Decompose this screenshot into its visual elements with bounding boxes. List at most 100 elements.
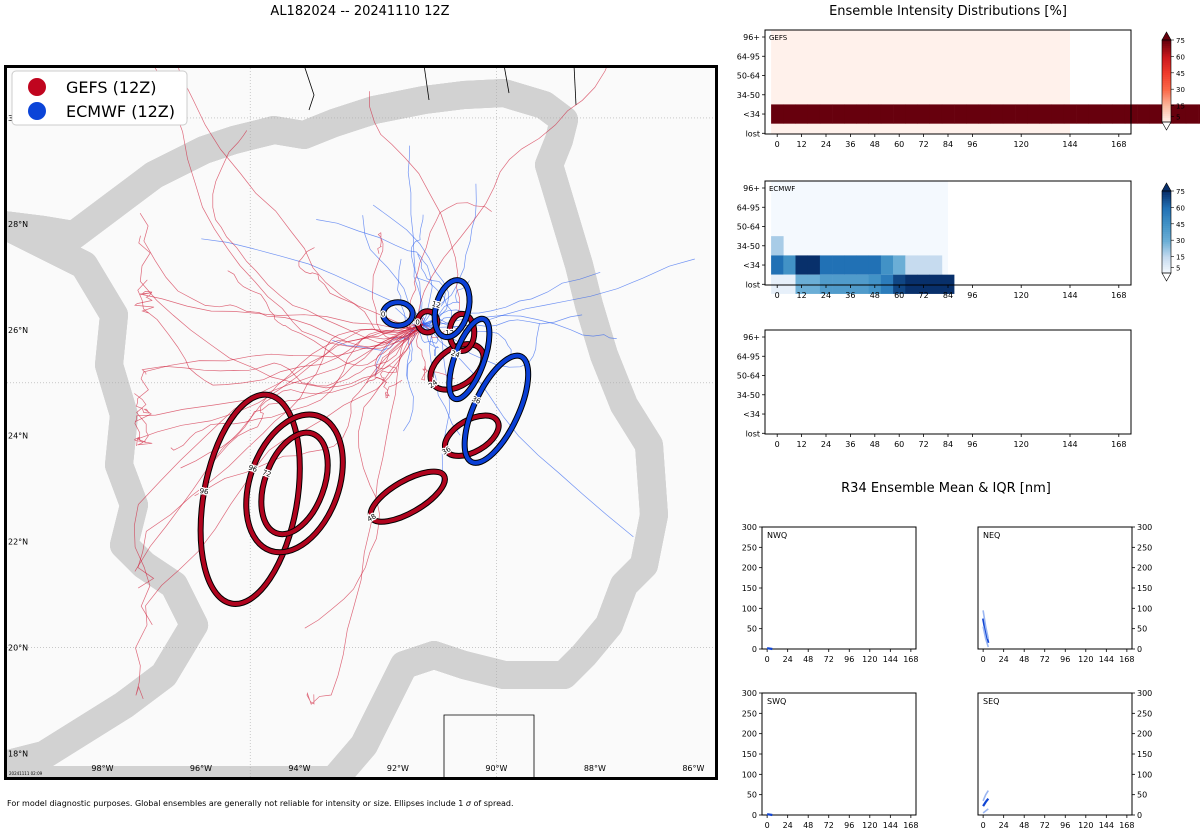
y-tick-label: 0 (1137, 645, 1142, 654)
heatmap-cell (905, 274, 918, 294)
x-tick-label: 24 (783, 655, 793, 664)
colorbar-tick-label: 75 (1176, 188, 1185, 196)
x-tick-label: 0 (765, 821, 770, 830)
r34-panel-neq: NEQ 0 50 100 150 200 250 300 0 24 48 72 96 120 144 168 (977, 523, 1152, 664)
footnote: For model diagnostic purposes. Global en… (7, 799, 514, 808)
colorbar-step (1162, 58, 1171, 61)
heatmap-cell (795, 104, 808, 124)
x-tick-label: 120 (862, 821, 877, 830)
ellipse-hour-label: 12 (445, 329, 454, 337)
lon-label: 98°W (91, 764, 113, 773)
map-legend: GEFS (12Z) ECMWF (12Z) (11, 70, 188, 126)
heatmap-cell (929, 104, 943, 124)
colorbar-tick-label: 60 (1176, 53, 1185, 61)
lat-label: 26°N (8, 326, 28, 335)
colorbar-step (1162, 240, 1171, 243)
x-tick-label: 144 (1062, 140, 1077, 149)
y-tick-label: 64-95 (737, 203, 760, 212)
x-tick-label: 72 (1040, 821, 1050, 830)
colorbar-step (1162, 238, 1171, 241)
x-tick-label: 72 (919, 291, 929, 300)
intensity-panel-ecmwf: ECMWF 96+ 64-95 50-64 34-50 <34 lost 0 12 24 36 48 6… (737, 180, 1185, 300)
colorbar-step (1162, 215, 1171, 219)
x-tick-label: 144 (1062, 291, 1077, 300)
y-tick-label: 250 (742, 543, 757, 552)
x-tick-label: 72 (1040, 655, 1050, 664)
heatmap-cell (917, 255, 930, 275)
y-tick-label: lost (746, 429, 760, 438)
lat-label: 22°N (8, 538, 28, 547)
colorbar-step (1162, 211, 1171, 215)
colorbar-step (1162, 70, 1171, 74)
colorbar-step (1162, 60, 1171, 64)
x-tick-label: 60 (894, 440, 904, 449)
r34-frame (977, 692, 1133, 816)
heatmap-cell (941, 274, 955, 294)
heatmap-cell (832, 104, 845, 124)
y-tick-label: 50 (747, 625, 757, 634)
heatmap-cell (1173, 104, 1187, 124)
x-tick-label: 24 (821, 440, 831, 449)
r34-panel-swq: SWQ 0 50 100 150 200 250 300 0 24 48 72 96 120 144 168 (742, 689, 919, 830)
colorbar-step (1162, 89, 1171, 92)
y-tick-label: 300 (742, 689, 757, 698)
state-border (423, 65, 430, 101)
r34-mean-line (766, 813, 773, 817)
lon-label: 94°W (288, 764, 310, 773)
heatmap-cell (880, 104, 894, 124)
intensity-panels: GEFS 96+ 64-95 50-64 34-50 <34 lost 0 12 24 36 48 60… (737, 29, 1200, 449)
colorbar-step (1162, 223, 1171, 227)
x-tick-label: 144 (883, 655, 898, 664)
colorbar-step (1162, 229, 1171, 233)
y-tick-label: 50 (1137, 791, 1147, 800)
colorbar-step (1162, 256, 1171, 260)
heatmap-cell (771, 104, 784, 124)
y-tick-label: 64-95 (737, 52, 760, 61)
heatmap-cell (771, 255, 784, 275)
colorbar-step (1162, 205, 1171, 208)
ensemble-track (194, 324, 423, 497)
x-tick-label: 12 (797, 440, 807, 449)
colorbar-tick-label: 75 (1176, 37, 1185, 45)
colorbar-step (1162, 234, 1171, 237)
heatmap-cell (1063, 104, 1077, 124)
ensemble-track (422, 258, 695, 329)
x-tick-label: 120 (1014, 440, 1029, 449)
heatmap-cell (893, 255, 906, 275)
x-tick-label: 48 (1019, 655, 1029, 664)
y-tick-label: <34 (743, 410, 760, 419)
ensemble-track (374, 324, 423, 399)
x-tick-label: 0 (765, 655, 770, 664)
x-tick-label: 72 (824, 821, 834, 830)
colorbar-step (1162, 99, 1171, 102)
y-tick-label: 96+ (743, 333, 760, 342)
colorbar-step (1162, 252, 1171, 256)
heatmap-cell (807, 255, 821, 275)
country-border (443, 714, 535, 780)
y-tick-label: 150 (742, 584, 757, 593)
heatmap-cell (1088, 104, 1101, 124)
ellipse-ring (381, 300, 415, 328)
legend-ecmwf-marker (28, 102, 46, 120)
heatmap-cell (1149, 104, 1162, 124)
heatmap-cell (880, 274, 894, 294)
y-tick-label: 34-50 (737, 391, 760, 400)
heatmap-cell (832, 274, 845, 294)
x-tick-label: 0 (775, 440, 780, 449)
y-tick-label: 50 (1137, 625, 1147, 634)
colorbar-step (1162, 66, 1171, 70)
x-tick-label: 168 (903, 655, 918, 664)
y-tick-label: 250 (1137, 543, 1152, 552)
heatmap-panel-label: ECMWF (769, 185, 795, 193)
footnote-prefix: For model diagnostic purposes. Global en… (7, 799, 464, 808)
heatmap-cell (856, 255, 869, 275)
x-tick-label: 36 (845, 291, 855, 300)
colorbar-step (1162, 78, 1171, 82)
colorbar-step (1162, 236, 1171, 239)
y-tick-label: 50 (747, 791, 757, 800)
colorbar-step (1162, 195, 1171, 198)
colorbar-step (1162, 62, 1171, 66)
colorbar-step (1162, 44, 1171, 47)
lat-label: 18°N (8, 750, 28, 759)
ensemble-track (180, 324, 423, 469)
